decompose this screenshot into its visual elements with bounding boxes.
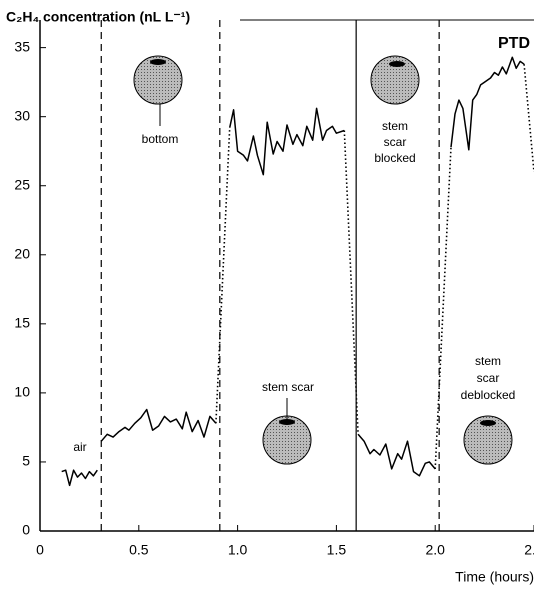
x-axis-label: Time (hours) xyxy=(455,569,534,585)
annotation: deblocked xyxy=(461,388,516,402)
x-tick-label: 1.0 xyxy=(228,542,248,558)
x-tick-label: 2.5 xyxy=(524,542,534,558)
y-tick-label: 0 xyxy=(22,522,30,538)
annotation: scar xyxy=(477,371,500,385)
annotation: stem scar xyxy=(262,380,314,394)
x-tick-label: 2.0 xyxy=(425,542,445,558)
apple-icon xyxy=(133,55,183,126)
y-tick-label: 30 xyxy=(14,107,30,123)
y-tick-label: 15 xyxy=(14,315,30,331)
annotation: stem xyxy=(475,354,501,368)
x-tick-label: 0.5 xyxy=(129,542,149,558)
apple-icon xyxy=(370,55,420,105)
annotation: stem xyxy=(382,119,408,133)
y-tick-label: 35 xyxy=(14,38,30,54)
annotation: air xyxy=(73,440,86,454)
y-tick-label: 5 xyxy=(22,453,30,469)
data-line xyxy=(215,64,534,469)
x-tick-label: 0 xyxy=(36,542,44,558)
y-tick-label: 25 xyxy=(14,176,30,192)
y-tick-label: 20 xyxy=(14,245,30,261)
data-line xyxy=(61,56,525,487)
annotation: scar xyxy=(384,135,407,149)
annotation: bottom xyxy=(142,132,179,146)
annotation: blocked xyxy=(374,151,415,165)
apple-icon xyxy=(262,398,312,465)
chart-title: C₂H₄ concentration (nL L⁻¹) xyxy=(6,9,190,25)
apple-icon xyxy=(463,415,513,465)
y-tick-label: 10 xyxy=(14,384,30,400)
panel-label: PTD xyxy=(498,35,530,52)
x-tick-label: 1.5 xyxy=(327,542,347,558)
